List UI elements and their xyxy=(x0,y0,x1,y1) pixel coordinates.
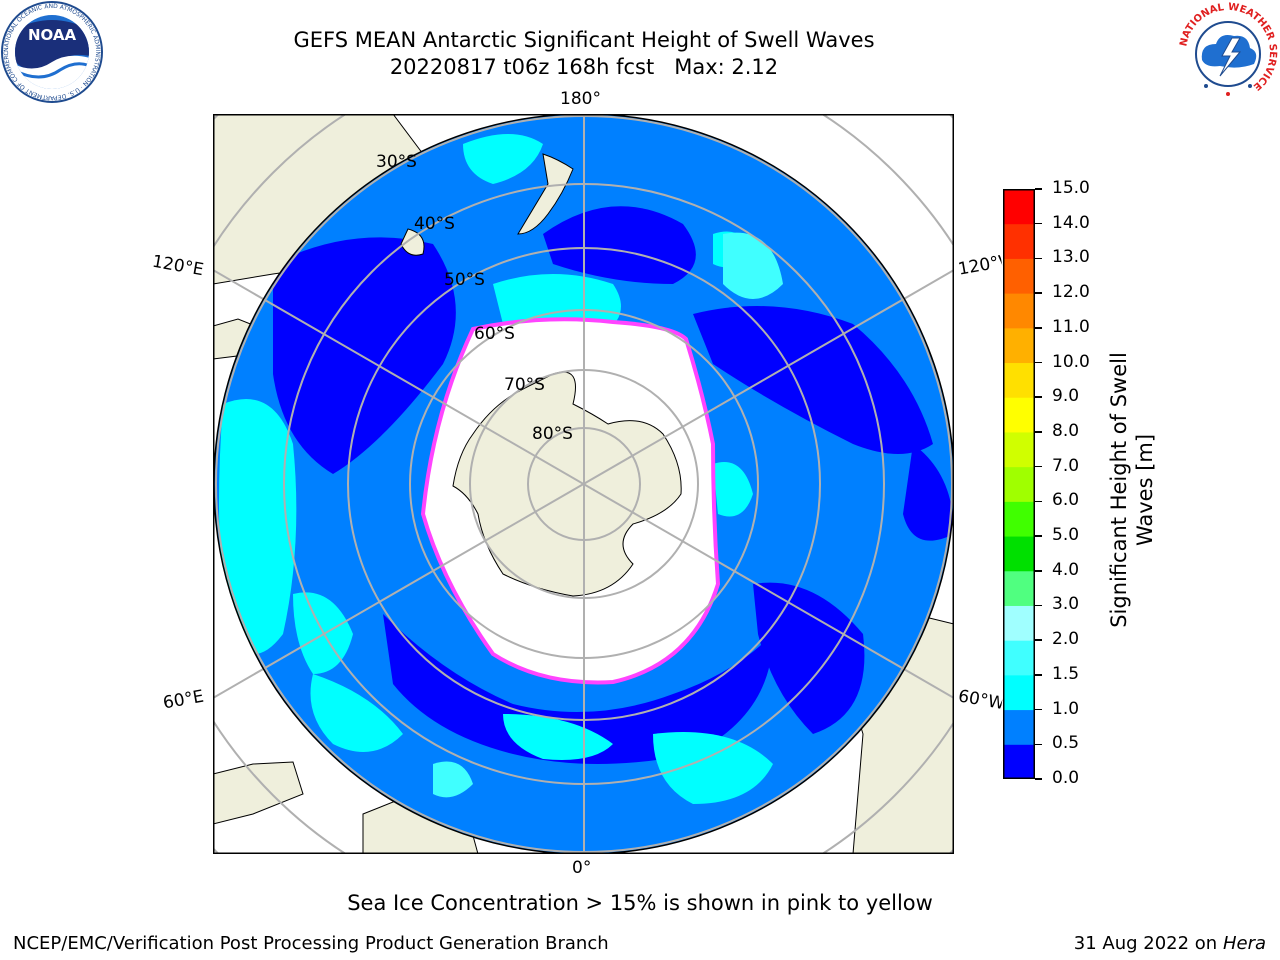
chart-subtitle: 20220817 t06z 168h fcst Max: 2.12 xyxy=(389,55,779,79)
credit-line: NCEP/EMC/Verification Post Processing Pr… xyxy=(13,933,609,954)
colorbar-tick-label: 0.0 xyxy=(1052,768,1080,788)
colorbar-tick-label: 0.5 xyxy=(1052,733,1080,754)
colorbar-segment xyxy=(1003,640,1035,676)
colorbar-tick-label: 15.0 xyxy=(1052,178,1090,198)
colorbar-tick-label: 14.0 xyxy=(1052,212,1090,233)
colorbar-segment xyxy=(1003,674,1035,711)
lon-label-60w: 60°W xyxy=(956,686,1004,714)
colorbar-tick-label: 9.0 xyxy=(1052,386,1080,407)
colorbar-tick-mark xyxy=(1035,674,1042,676)
colorbar-title: Significant Height of Swell Waves [m] xyxy=(1102,270,1162,710)
lon-label-120e: 120°E xyxy=(150,251,206,281)
colorbar-tick-mark xyxy=(1035,535,1042,537)
colorbar-segment xyxy=(1003,431,1035,468)
colorbar-segment xyxy=(1003,258,1035,294)
colorbar-segment xyxy=(1003,397,1035,433)
colorbar-segment xyxy=(1003,293,1035,329)
colorbar-segment xyxy=(1003,709,1035,745)
colorbar-tick-mark xyxy=(1035,431,1042,433)
lon-label-120w: 120°W xyxy=(956,252,1004,280)
graticule xyxy=(213,114,954,854)
colorbar-tick-label: 5.0 xyxy=(1052,525,1080,546)
colorbar-segment xyxy=(1003,605,1035,641)
colorbar-tick-mark xyxy=(1035,396,1042,398)
colorbar-tick-mark xyxy=(1035,500,1042,503)
lat-label-80s: 80°S xyxy=(532,424,573,444)
colorbar-segment xyxy=(1003,189,1035,225)
colorbar-tick-label: 12.0 xyxy=(1052,282,1090,303)
colorbar-tick-label: 6.0 xyxy=(1052,490,1080,511)
colorbar xyxy=(1003,189,1035,779)
colorbar-tick-mark xyxy=(1035,327,1042,329)
colorbar-tick-mark xyxy=(1035,778,1042,780)
colorbar-tick-label: 8.0 xyxy=(1052,420,1080,441)
polar-map xyxy=(213,114,954,854)
colorbar-tick-mark xyxy=(1035,465,1042,468)
colorbar-segment xyxy=(1003,536,1035,572)
colorbar-tick-mark xyxy=(1035,570,1042,572)
antarctica-landmass xyxy=(452,371,682,597)
colorbar-segment xyxy=(1003,570,1035,606)
colorbar-tick-mark xyxy=(1035,639,1042,641)
colorbar-segment xyxy=(1003,744,1035,779)
colorbar-tick-mark xyxy=(1035,188,1042,190)
run-date-text: 31 Aug 2022 on xyxy=(1073,933,1218,954)
colorbar-tick-mark xyxy=(1035,604,1042,607)
colorbar-tick-mark xyxy=(1035,292,1042,294)
lat-label-30s: 30°S xyxy=(376,152,417,172)
run-system: Hera xyxy=(1222,933,1266,954)
colorbar-tick-mark xyxy=(1035,708,1042,711)
colorbar-segment xyxy=(1003,501,1035,537)
lat-label-40s: 40°S xyxy=(414,214,455,234)
colorbar-tick-mark xyxy=(1035,361,1042,364)
new-zealand-landmass xyxy=(517,153,574,235)
colorbar-tick-label: 10.0 xyxy=(1052,351,1090,372)
colorbar-tick-mark xyxy=(1035,743,1042,746)
chart-title-line2: 20220817 t06z 168h fcst Max: 2.12 xyxy=(180,54,988,80)
lon-label-0: 0° xyxy=(572,858,592,878)
colorbar-tick-label: 4.0 xyxy=(1052,559,1080,580)
sea-ice-note: Sea Ice Concentration > 15% is shown in … xyxy=(347,891,933,915)
colorbar-tick-label: 2.0 xyxy=(1052,629,1080,650)
noaa-logo-icon: NATIONAL OCEANIC AND ATMOSPHERIC ADMINIS… xyxy=(0,0,103,103)
colorbar-tick-label: 7.0 xyxy=(1052,455,1080,476)
nws-logo-icon: NATIONAL WEATHER SERVICE xyxy=(1178,2,1278,102)
colorbar-title-line2: Waves [m] xyxy=(1133,433,1157,547)
noaa-logo-text: NOAA xyxy=(28,26,77,44)
lon-label-180: 180° xyxy=(560,89,601,109)
colorbar-segment xyxy=(1003,466,1035,502)
lon-label-60e: 60°E xyxy=(161,686,206,714)
colorbar-tick-label: 11.0 xyxy=(1052,316,1090,337)
lat-label-60s: 60°S xyxy=(474,324,515,344)
colorbar-segment xyxy=(1003,362,1035,398)
colorbar-segment xyxy=(1003,223,1035,259)
colorbar-tick-mark xyxy=(1035,257,1042,260)
chart-title-line1: GEFS MEAN Antarctic Significant Height o… xyxy=(293,28,875,52)
colorbar-title-line1: Significant Height of Swell xyxy=(1107,352,1131,628)
colorbar-tick-label: 3.0 xyxy=(1052,594,1080,615)
colorbar-tick-label: 13.0 xyxy=(1052,247,1090,268)
lat-label-50s: 50°S xyxy=(444,270,485,290)
run-date: 31 Aug 2022 on Hera xyxy=(1074,933,1266,954)
colorbar-tick-label: 1.0 xyxy=(1052,698,1080,719)
colorbar-tick-label: 1.5 xyxy=(1052,663,1080,684)
colorbar-segment xyxy=(1003,327,1035,364)
colorbar-tick-mark xyxy=(1035,222,1042,225)
lat-label-70s: 70°S xyxy=(504,375,545,395)
